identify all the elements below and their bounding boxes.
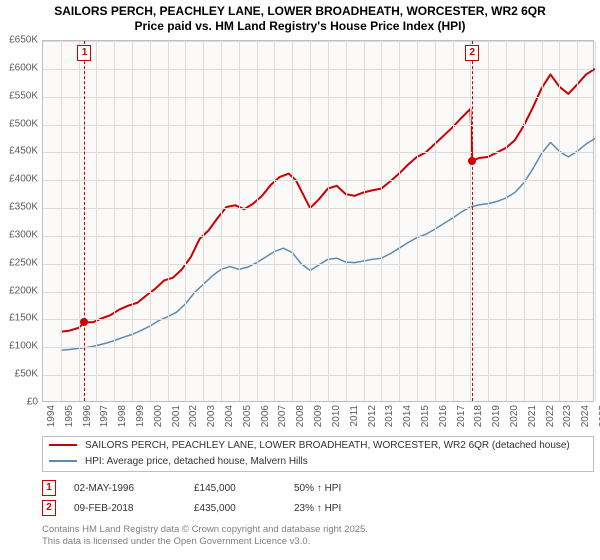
y-tick-label: £0 — [0, 397, 38, 408]
x-tick-label: 1994 — [46, 405, 57, 433]
transaction-marker-line — [84, 41, 85, 401]
y-tick-label: £400K — [0, 174, 38, 185]
footer: Contains HM Land Registry data © Crown c… — [42, 524, 368, 548]
x-tick-label: 2019 — [491, 405, 502, 433]
series-canvas — [43, 41, 595, 403]
x-tick-label: 2004 — [224, 405, 235, 433]
y-tick-label: £200K — [0, 285, 38, 296]
transaction-price: £435,000 — [194, 503, 294, 514]
x-tick-label: 2015 — [420, 405, 431, 433]
x-tick-label: 1997 — [99, 405, 110, 433]
x-tick-label: 2009 — [313, 405, 324, 433]
x-tick-label: 2001 — [171, 405, 182, 433]
footer-line-2: This data is licensed under the Open Gov… — [42, 536, 368, 548]
x-tick-label: 2021 — [527, 405, 538, 433]
x-tick-label: 2000 — [153, 405, 164, 433]
legend-label-hpi: HPI: Average price, detached house, Malv… — [85, 456, 308, 467]
x-tick-label: 2022 — [545, 405, 556, 433]
x-tick-label: 2018 — [473, 405, 484, 433]
transaction-delta: 50% ↑ HPI — [294, 483, 414, 494]
legend-item-price-paid: SAILORS PERCH, PEACHLEY LANE, LOWER BROA… — [43, 437, 593, 453]
footer-line-1: Contains HM Land Registry data © Crown c… — [42, 524, 368, 536]
x-tick-label: 1995 — [64, 405, 75, 433]
x-tick-label: 2020 — [509, 405, 520, 433]
x-tick-label: 1998 — [117, 405, 128, 433]
x-tick-label: 2008 — [295, 405, 306, 433]
transaction-row: 2 09-FEB-2018£435,00023% ↑ HPI — [42, 498, 414, 518]
title-line-2: Price paid vs. HM Land Registry's House … — [0, 19, 600, 34]
x-tick-label: 2010 — [331, 405, 342, 433]
transaction-index-badge: 1 — [42, 480, 56, 496]
legend-label-price-paid: SAILORS PERCH, PEACHLEY LANE, LOWER BROA… — [85, 440, 570, 451]
transaction-price: £145,000 — [194, 483, 294, 494]
x-tick-label: 2023 — [562, 405, 573, 433]
legend-item-hpi: HPI: Average price, detached house, Malv… — [43, 453, 593, 469]
y-tick-label: £550K — [0, 90, 38, 101]
transaction-marker-label: 2 — [465, 45, 479, 61]
x-tick-label: 2013 — [384, 405, 395, 433]
x-tick-label: 2003 — [206, 405, 217, 433]
transaction-marker-dot — [468, 157, 476, 165]
plot-area: 12 — [42, 40, 594, 402]
chart-container: SAILORS PERCH, PEACHLEY LANE, LOWER BROA… — [0, 0, 600, 560]
x-tick-label: 1996 — [82, 405, 93, 433]
x-tick-label: 2024 — [580, 405, 591, 433]
y-tick-label: £150K — [0, 313, 38, 324]
legend: SAILORS PERCH, PEACHLEY LANE, LOWER BROA… — [42, 436, 594, 472]
title-line-1: SAILORS PERCH, PEACHLEY LANE, LOWER BROA… — [0, 4, 600, 19]
x-tick-label: 2017 — [456, 405, 467, 433]
chart-title: SAILORS PERCH, PEACHLEY LANE, LOWER BROA… — [0, 0, 600, 34]
y-tick-label: £500K — [0, 118, 38, 129]
transaction-marker-line — [472, 41, 473, 401]
transaction-index-badge: 2 — [42, 500, 56, 516]
y-tick-label: £100K — [0, 341, 38, 352]
x-tick-label: 2002 — [188, 405, 199, 433]
y-tick-label: £450K — [0, 146, 38, 157]
transaction-date: 02-MAY-1996 — [74, 483, 194, 494]
x-tick-label: 2006 — [260, 405, 271, 433]
x-tick-label: 2014 — [402, 405, 413, 433]
x-tick-label: 2012 — [367, 405, 378, 433]
y-tick-label: £350K — [0, 202, 38, 213]
y-tick-label: £600K — [0, 62, 38, 73]
y-tick-label: £650K — [0, 35, 38, 46]
x-tick-label: 2005 — [242, 405, 253, 433]
legend-swatch-price-paid — [49, 444, 77, 446]
x-tick-label: 2011 — [349, 405, 360, 433]
transaction-table: 1 02-MAY-1996£145,00050% ↑ HPI 2 09-FEB-201… — [42, 478, 414, 518]
transaction-date: 09-FEB-2018 — [74, 503, 194, 514]
transaction-marker-dot — [80, 318, 88, 326]
transaction-row: 1 02-MAY-1996£145,00050% ↑ HPI — [42, 478, 414, 498]
y-tick-label: £250K — [0, 257, 38, 268]
transaction-delta: 23% ↑ HPI — [294, 503, 414, 514]
y-tick-label: £300K — [0, 229, 38, 240]
x-tick-label: 2007 — [277, 405, 288, 433]
transaction-marker-label: 1 — [77, 45, 91, 61]
x-tick-label: 2016 — [438, 405, 449, 433]
x-tick-label: 1999 — [135, 405, 146, 433]
y-tick-label: £50K — [0, 369, 38, 380]
legend-swatch-hpi — [49, 460, 77, 462]
